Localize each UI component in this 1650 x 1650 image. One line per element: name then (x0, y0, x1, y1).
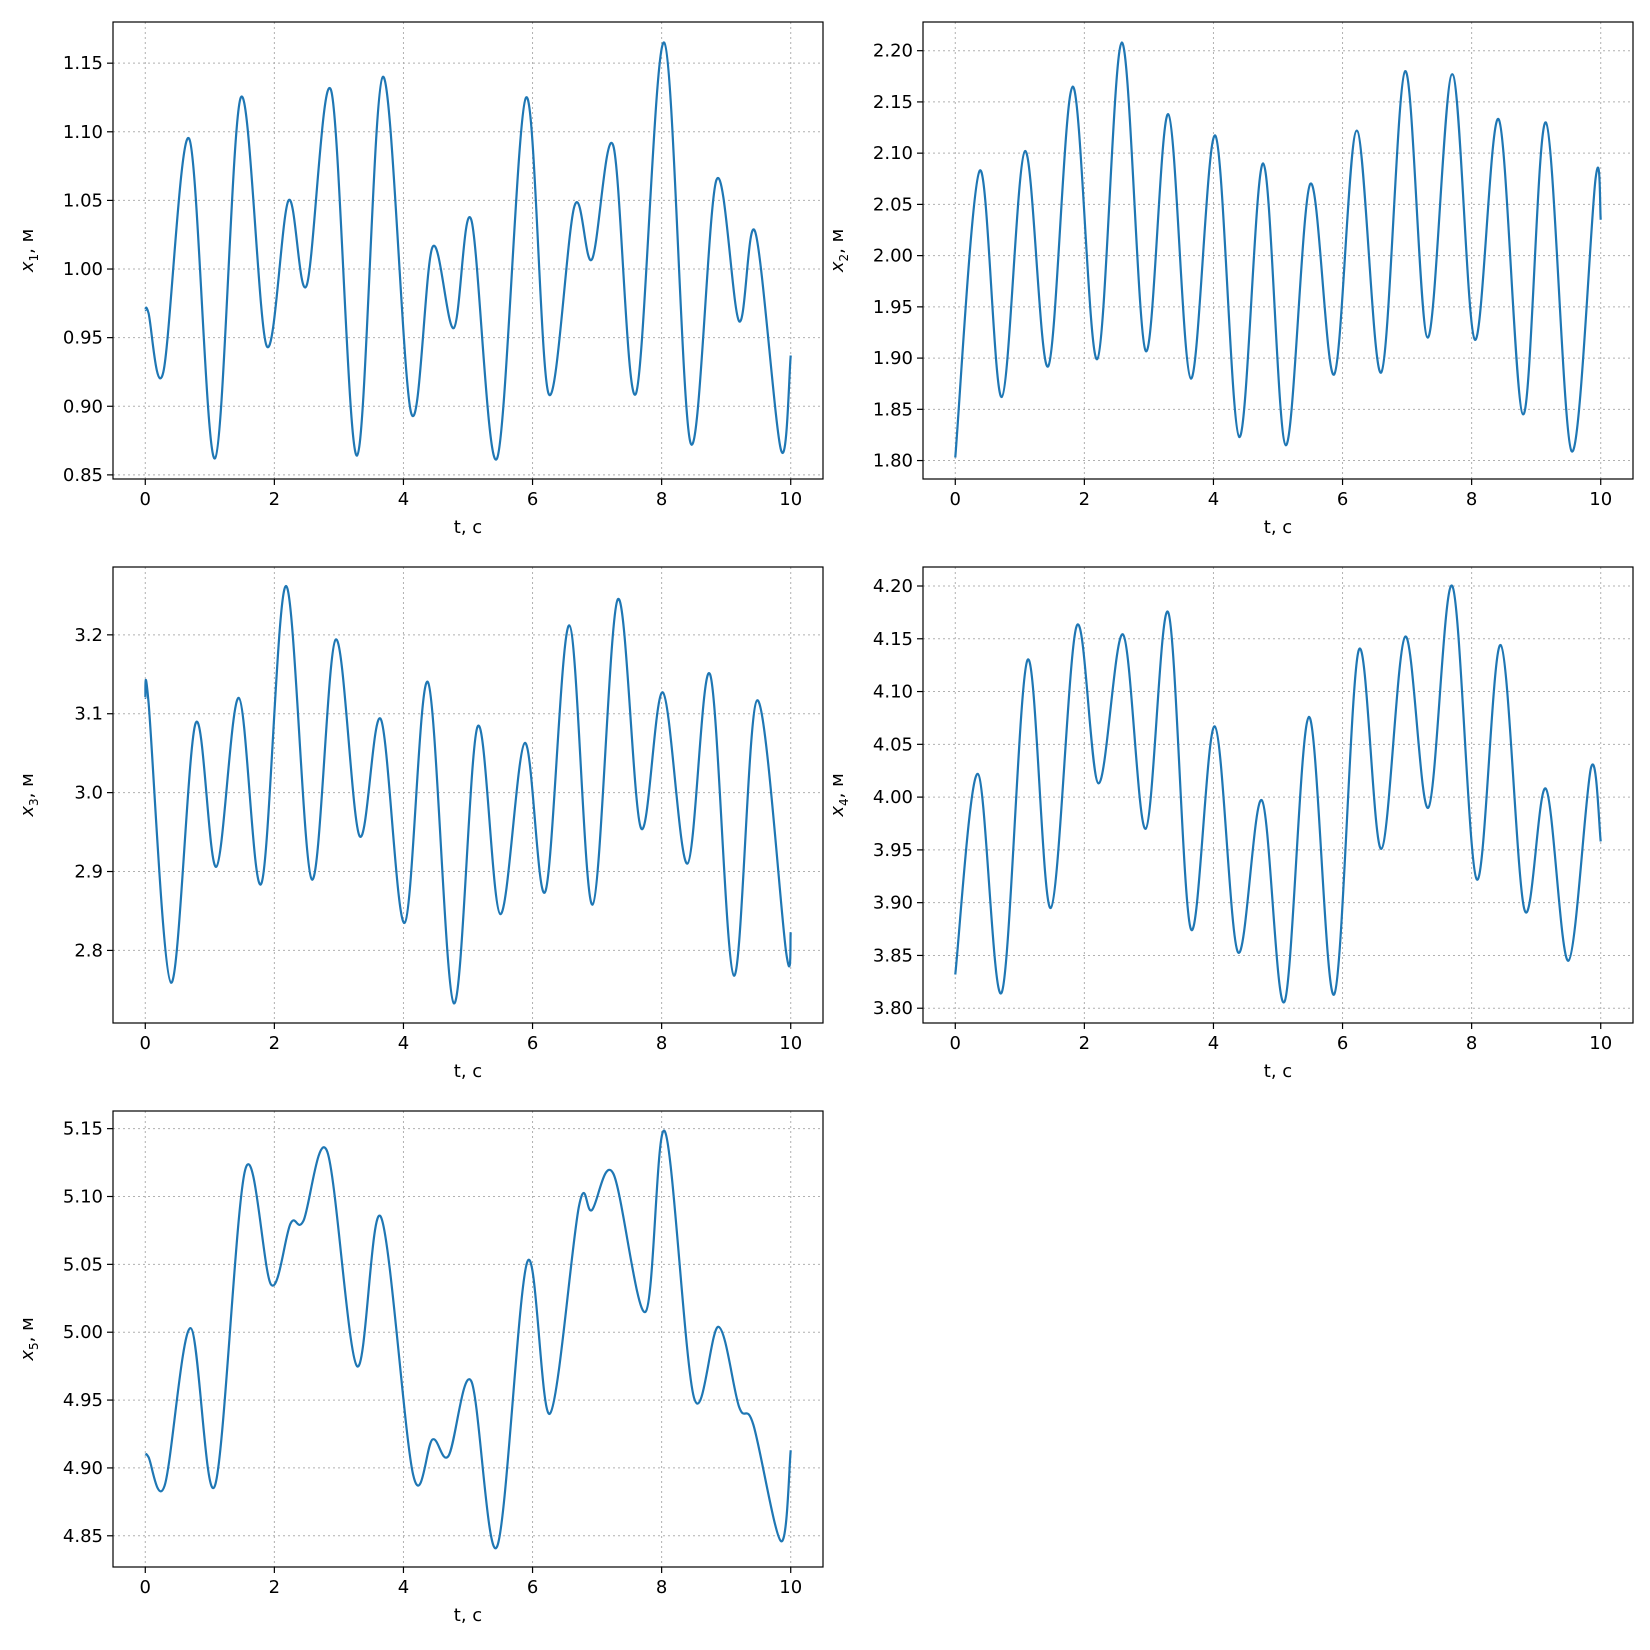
y-tick-label: 2.05 (873, 194, 913, 215)
axes-frame (922, 21, 1634, 480)
axes-frame (112, 1110, 824, 1568)
x-tick-label: 8 (1466, 1033, 1477, 1054)
x-axis-label: t, с (1264, 1061, 1292, 1082)
y-tick-label: 0.85 (63, 465, 103, 486)
y-tick-label: 1.05 (63, 190, 103, 211)
y-tick-label: 1.15 (63, 53, 103, 74)
series-line (144, 1129, 792, 1550)
y-tick-label: 5.10 (63, 1187, 103, 1208)
y-tick-label: 4.85 (63, 1526, 103, 1547)
x-tick-label: 2 (269, 489, 280, 510)
y-tick-label: 0.95 (63, 328, 103, 349)
x-tick-label: 8 (656, 1033, 667, 1054)
subplot-4: 0 2 4 6 8 10 3.80 3.85 3.90 3.95 4.00 4.05 4.10 4.15 4… (827, 566, 1634, 1082)
series-line (954, 41, 1602, 458)
x-tick-label: 0 (950, 489, 961, 510)
x-tick-label: 10 (779, 1033, 802, 1054)
y-tick-label: 2.8 (74, 940, 103, 961)
y-tick-label: 4.15 (873, 629, 913, 650)
y-axis-label: x4, м (827, 773, 851, 817)
y-tick-label: 1.90 (873, 348, 913, 369)
x-tick-label: 10 (779, 489, 802, 510)
y-tick-label: 3.2 (74, 625, 103, 646)
y-tick-label: 3.80 (873, 998, 913, 1019)
y-tick-label: 3.1 (74, 704, 103, 725)
x-tick-label: 6 (1337, 489, 1348, 510)
series-line (144, 41, 792, 461)
x-tick-label: 4 (398, 1577, 409, 1598)
y-tick-label: 4.90 (63, 1458, 103, 1479)
x-tick-label: 4 (1208, 489, 1219, 510)
x-tick-label: 10 (1589, 489, 1612, 510)
x-tick-label: 4 (398, 489, 409, 510)
x-tick-label: 0 (950, 1033, 961, 1054)
y-tick-label: 0.90 (63, 396, 103, 417)
y-tick-label: 1.95 (873, 297, 913, 318)
x-tick-label: 8 (656, 1577, 667, 1598)
subplot-2: 0 2 4 6 8 10 1.80 1.85 1.90 1.95 2.00 2.05 2.10 2.15 2… (827, 21, 1634, 538)
x-tick-label: 0 (140, 489, 151, 510)
x-tick-label: 6 (527, 1033, 538, 1054)
axes-frame (112, 21, 824, 480)
y-tick-label: 3.90 (873, 893, 913, 914)
x-tick-label: 2 (1079, 489, 1090, 510)
y-tick-label: 5.15 (63, 1119, 103, 1140)
subplot-3: 0 2 4 6 8 10 2.8 2.9 3.0 3.1 3.2 t, с x3, м (17, 566, 824, 1082)
x-tick-label: 6 (1337, 1033, 1348, 1054)
y-tick-label: 2.10 (873, 143, 913, 164)
y-tick-label: 4.05 (873, 734, 913, 755)
y-tick-label: 3.0 (74, 783, 103, 804)
axes-frame (922, 566, 1634, 1024)
y-tick-label: 1.10 (63, 122, 103, 143)
y-tick-label: 1.00 (63, 259, 103, 280)
x-axis-label: t, с (1264, 517, 1292, 538)
x-axis-label: t, с (454, 517, 482, 538)
series-line (144, 584, 792, 1005)
y-tick-label: 4.95 (63, 1390, 103, 1411)
x-axis-label: t, с (454, 1605, 482, 1626)
x-tick-label: 8 (1466, 489, 1477, 510)
x-tick-label: 4 (1208, 1033, 1219, 1054)
axes-frame (112, 566, 824, 1024)
x-tick-label: 2 (269, 1577, 280, 1598)
y-tick-label: 4.00 (873, 787, 913, 808)
x-tick-label: 6 (527, 1577, 538, 1598)
x-tick-label: 10 (779, 1577, 802, 1598)
y-tick-label: 3.95 (873, 840, 913, 861)
y-axis-label: x1, м (17, 229, 41, 273)
subplot-1: 0 2 4 6 8 10 0.85 0.90 0.95 1.00 1.05 1.10 1.15 t, с x… (17, 21, 824, 538)
y-tick-label: 1.85 (873, 399, 913, 420)
y-axis-label: x2, м (827, 229, 851, 273)
y-tick-label: 2.20 (873, 41, 913, 62)
x-tick-label: 0 (140, 1577, 151, 1598)
y-tick-label: 2.15 (873, 92, 913, 113)
y-tick-label: 3.85 (873, 945, 913, 966)
y-tick-label: 2.00 (873, 246, 913, 267)
x-tick-label: 2 (1079, 1033, 1090, 1054)
y-tick-label: 5.05 (63, 1254, 103, 1275)
series-line (954, 584, 1602, 1004)
y-tick-label: 1.80 (873, 451, 913, 472)
y-tick-label: 4.10 (873, 682, 913, 703)
y-tick-label: 4.20 (873, 576, 913, 597)
x-tick-label: 0 (140, 1033, 151, 1054)
x-tick-label: 2 (269, 1033, 280, 1054)
y-tick-label: 5.00 (63, 1322, 103, 1343)
x-axis-label: t, с (454, 1061, 482, 1082)
x-tick-label: 10 (1589, 1033, 1612, 1054)
y-axis-label: x3, м (17, 773, 41, 817)
x-tick-label: 4 (398, 1033, 409, 1054)
x-tick-label: 8 (656, 489, 667, 510)
y-tick-label: 2.9 (74, 862, 103, 883)
subplot-5: 0 2 4 6 8 10 4.85 4.90 4.95 5.00 5.05 5.10 5.15 t, с x… (17, 1110, 824, 1626)
y-axis-label: x5, м (17, 1317, 41, 1361)
x-tick-label: 6 (527, 489, 538, 510)
